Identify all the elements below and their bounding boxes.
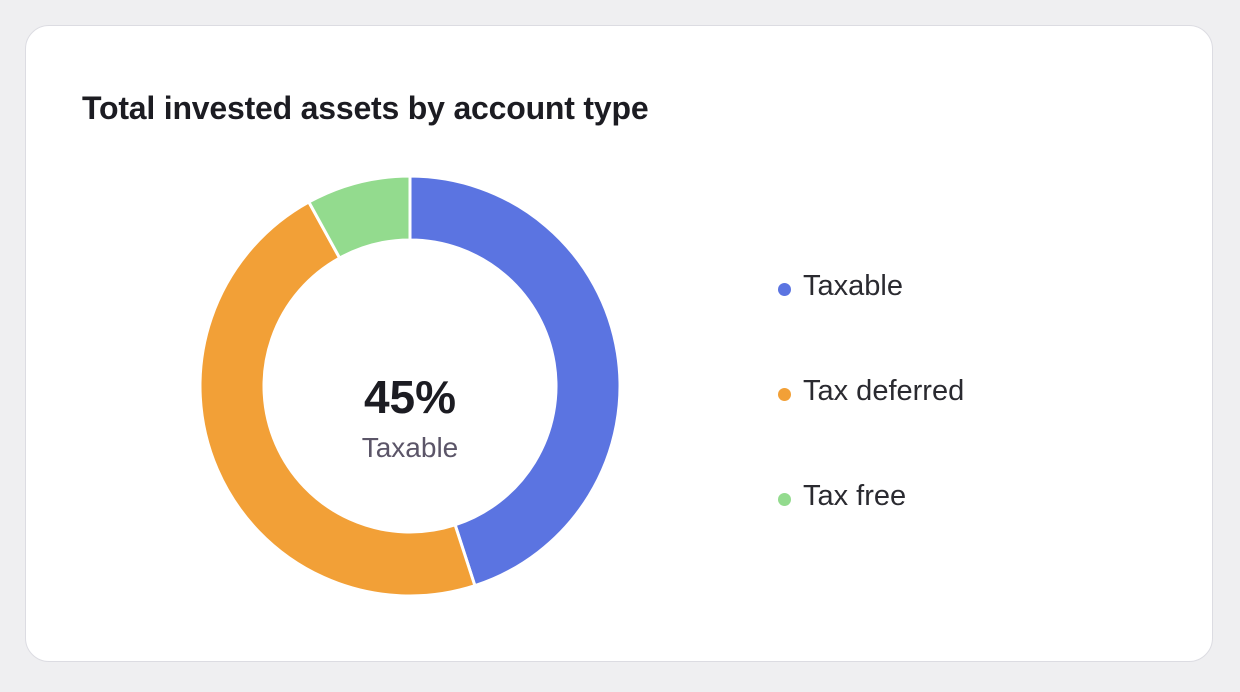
- legend-item-tax-deferred[interactable]: Tax deferred: [778, 371, 964, 411]
- slice-taxable[interactable]: [408, 174, 622, 588]
- legend-dot-icon: [778, 282, 791, 296]
- legend-label: Taxable: [803, 269, 903, 302]
- chart-card: Total invested assets by account type 45…: [25, 25, 1213, 662]
- donut-chart: 45% Taxable: [176, 152, 644, 620]
- chart-title: Total invested assets by account type: [82, 90, 649, 126]
- legend-dot-icon: [778, 492, 791, 506]
- slice-tax-free[interactable]: [307, 174, 412, 260]
- legend-item-tax-free[interactable]: Tax free: [778, 476, 964, 516]
- donut-svg: [198, 174, 622, 598]
- legend-item-taxable[interactable]: Taxable: [778, 266, 964, 306]
- legend: Taxable Tax deferred Tax free: [778, 266, 964, 581]
- legend-label: Tax free: [803, 479, 907, 512]
- slice-tax-deferred[interactable]: [198, 200, 477, 598]
- center-percentage: 45%: [363, 371, 457, 423]
- center-label: Taxable: [361, 432, 459, 463]
- legend-dot-icon: [778, 387, 791, 401]
- legend-label: Tax deferred: [803, 374, 965, 407]
